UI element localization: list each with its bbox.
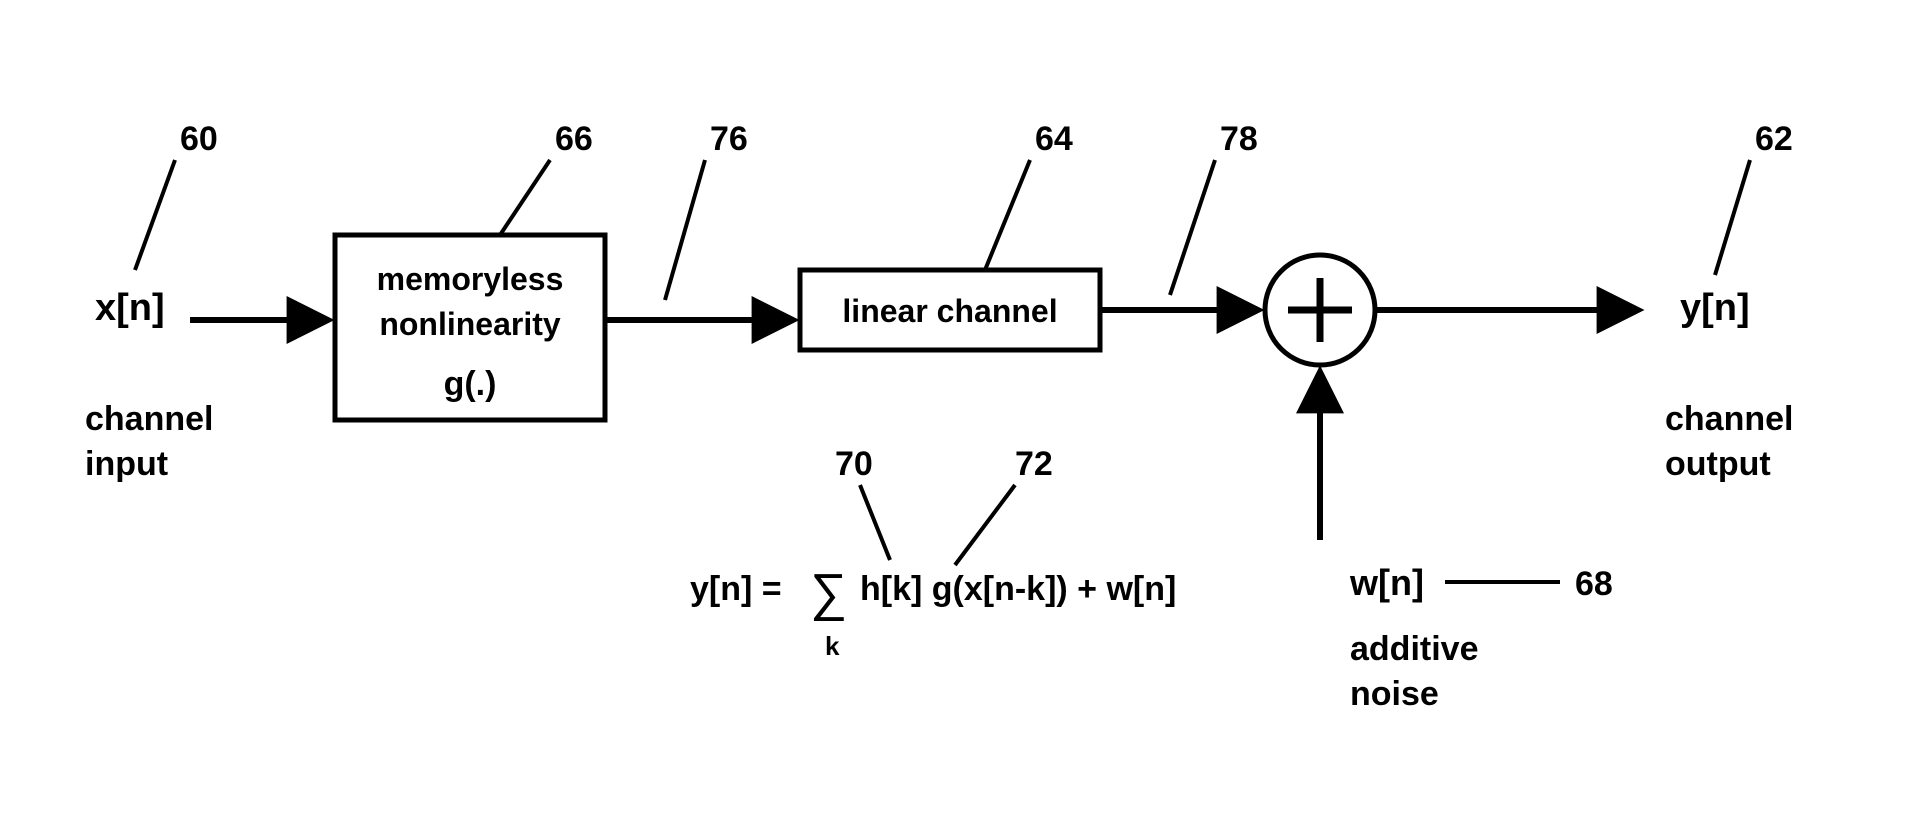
ref-60: 60 — [180, 120, 218, 158]
equation-sigma-sub: k — [825, 631, 840, 661]
leader-78 — [1170, 160, 1215, 295]
equation-post: h[k] g(x[n-k]) + w[n] — [860, 570, 1176, 608]
linear-channel-label: linear channel — [842, 293, 1057, 329]
input-caption-1: channel — [85, 400, 213, 438]
output-caption-2: output — [1665, 445, 1771, 483]
leader-60 — [135, 160, 175, 270]
ref-66: 66 — [555, 120, 593, 158]
output-caption-1: channel — [1665, 400, 1793, 438]
leader-70 — [860, 485, 890, 560]
input-symbol: x[n] — [95, 287, 165, 329]
nonlin-line3: g(.) — [444, 365, 497, 403]
ref-78: 78 — [1220, 120, 1258, 158]
leader-66 — [500, 160, 550, 235]
ref-64: 64 — [1035, 120, 1073, 158]
equation-pre: y[n] = — [690, 570, 782, 608]
equation-sigma: ∑ — [810, 564, 847, 622]
noise-caption-1: additive — [1350, 630, 1478, 668]
nonlin-line2: nonlinearity — [379, 306, 561, 342]
leader-76 — [665, 160, 705, 300]
ref-70: 70 — [835, 445, 873, 483]
leader-62 — [1715, 160, 1750, 275]
block-diagram: x[n] channel input memoryless nonlineari… — [0, 0, 1917, 818]
noise-symbol: w[n] — [1349, 562, 1424, 603]
leader-72 — [955, 485, 1015, 565]
noise-caption-2: noise — [1350, 675, 1439, 713]
ref-72: 72 — [1015, 445, 1053, 483]
ref-76: 76 — [710, 120, 748, 158]
input-caption-2: input — [85, 445, 168, 483]
leader-64 — [985, 160, 1030, 270]
ref-62: 62 — [1755, 120, 1793, 158]
output-symbol: y[n] — [1680, 287, 1750, 329]
nonlin-line1: memoryless — [377, 261, 564, 297]
ref-68: 68 — [1575, 565, 1613, 603]
